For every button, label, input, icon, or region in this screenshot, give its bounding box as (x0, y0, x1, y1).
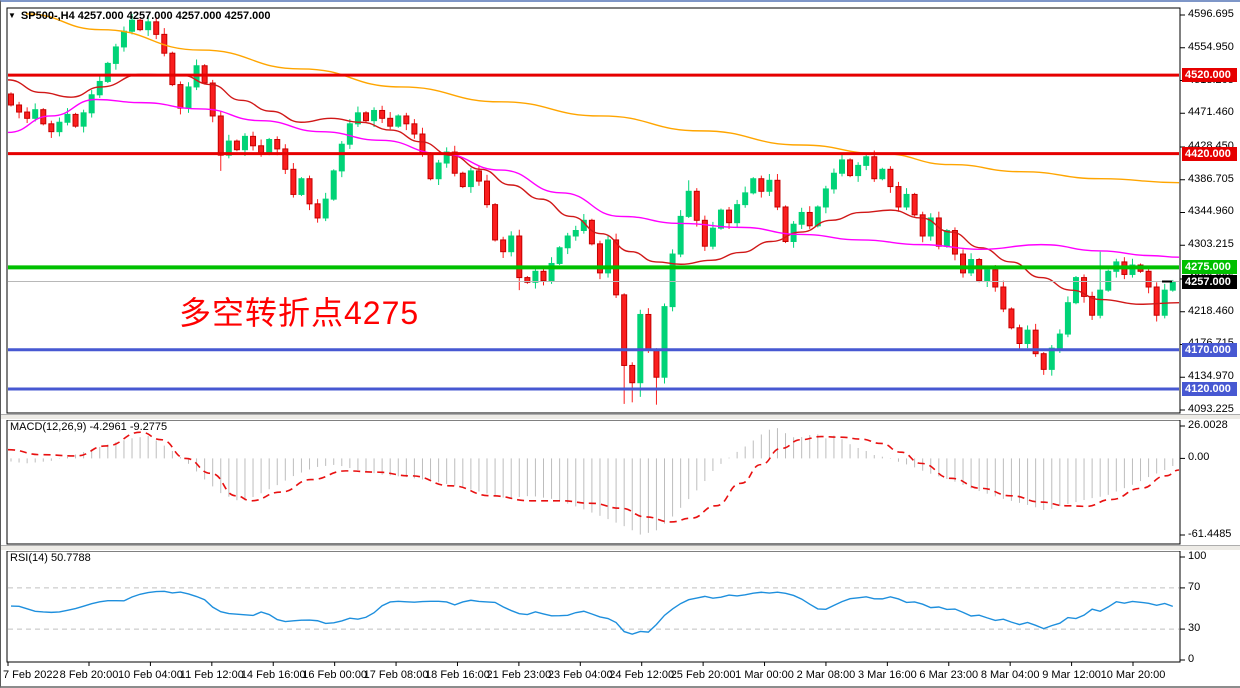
time-axis-label: 7 Feb 2022 (3, 669, 59, 681)
macd-axis-label: 0.00 (1188, 451, 1210, 464)
time-axis-label: 6 Mar 23:00 (919, 669, 979, 681)
macd-axis-label: 26.0028 (1188, 418, 1228, 431)
macd-axis-label: -61.4485 (1188, 527, 1232, 540)
price-level-badge: 4520.000 (1182, 68, 1237, 83)
price-level-badge: 4420.000 (1182, 146, 1237, 161)
price-axis-label: 4386.705 (1188, 172, 1234, 185)
time-axis-label: 16 Feb 00:00 (302, 669, 368, 681)
time-axis-label: 10 Mar 20:00 (1100, 669, 1166, 681)
ma-mid-magenta (7, 98, 1180, 258)
time-axis-label: 24 Feb 12:00 (609, 669, 675, 681)
time-axis-label: 17 Feb 08:00 (363, 669, 429, 681)
time-axis-label: 11 Feb 12:00 (179, 669, 244, 681)
time-axis-label: 9 Mar 12:00 (1042, 669, 1101, 681)
price-axis-label: 4093.225 (1188, 402, 1234, 415)
main-price-pane[interactable] (6, 7, 1185, 414)
time-axis-label: 2 Mar 08:00 (796, 669, 856, 681)
time-axis-label: 21 Feb 23:00 (486, 669, 552, 681)
price-axis-label: 4554.950 (1188, 40, 1234, 53)
time-axis-label: 1 Mar 00:00 (735, 669, 794, 681)
rsi-axis-label: 70 (1188, 580, 1201, 593)
time-axis-label: 8 Mar 04:00 (980, 669, 1040, 681)
pane-separator[interactable] (1, 414, 1240, 420)
time-axis-label: 10 Feb 04:00 (117, 669, 183, 681)
ma-fast-red (7, 73, 1180, 305)
annotation-text: 多空转折点4275 (179, 295, 420, 331)
time-axis-label: 25 Feb 20:00 (670, 669, 736, 681)
current-price-badge: 4257.000 (1182, 274, 1237, 289)
symbol-ohlc-header: ▼ SP500-,H4 4257.000 4257.000 4257.000 42… (8, 10, 270, 22)
price-axis-label: 4134.970 (1188, 370, 1234, 383)
rsi-axis-label: 30 (1188, 622, 1201, 635)
rsi-axis-label: 0 (1188, 653, 1195, 665)
time-axis-label: 3 Mar 16:00 (857, 669, 917, 681)
time-axis-label: 18 Feb 16:00 (425, 669, 490, 681)
price-axis-label: 4596.695 (1188, 8, 1234, 20)
rsi-pane[interactable] (6, 550, 1185, 666)
pane-separator[interactable] (1, 545, 1240, 551)
ma-slow-orange (25, 13, 1180, 184)
price-level-badge: 4120.000 (1182, 381, 1237, 396)
rsi-indicator-label: RSI(14) 50.7788 (10, 552, 91, 564)
time-axis-label: 14 Feb 16:00 (240, 669, 306, 681)
price-axis-label: 4471.460 (1188, 106, 1234, 119)
price-level-badge: 4275.000 (1182, 260, 1237, 275)
time-axis-label: 8 Feb 20:00 (59, 669, 119, 681)
time-axis-label: 23 Feb 04:00 (547, 669, 613, 681)
price-axis-label: 4218.460 (1188, 304, 1234, 317)
price-level-badge: 4170.000 (1182, 342, 1237, 357)
price-axis-label: 4303.215 (1188, 238, 1234, 251)
symbol-ohlc-text: SP500-,H4 4257.000 4257.000 4257.000 425… (20, 10, 271, 22)
macd-indicator-label: MACD(12,26,9) -4.2961 -9.2775 (10, 421, 168, 433)
rsi-axis-label: 100 (1188, 550, 1207, 562)
symbol-dropdown-icon[interactable]: ▼ (8, 11, 16, 20)
price-axis-label: 4344.960 (1188, 205, 1234, 218)
macd-pane[interactable] (6, 419, 1185, 545)
